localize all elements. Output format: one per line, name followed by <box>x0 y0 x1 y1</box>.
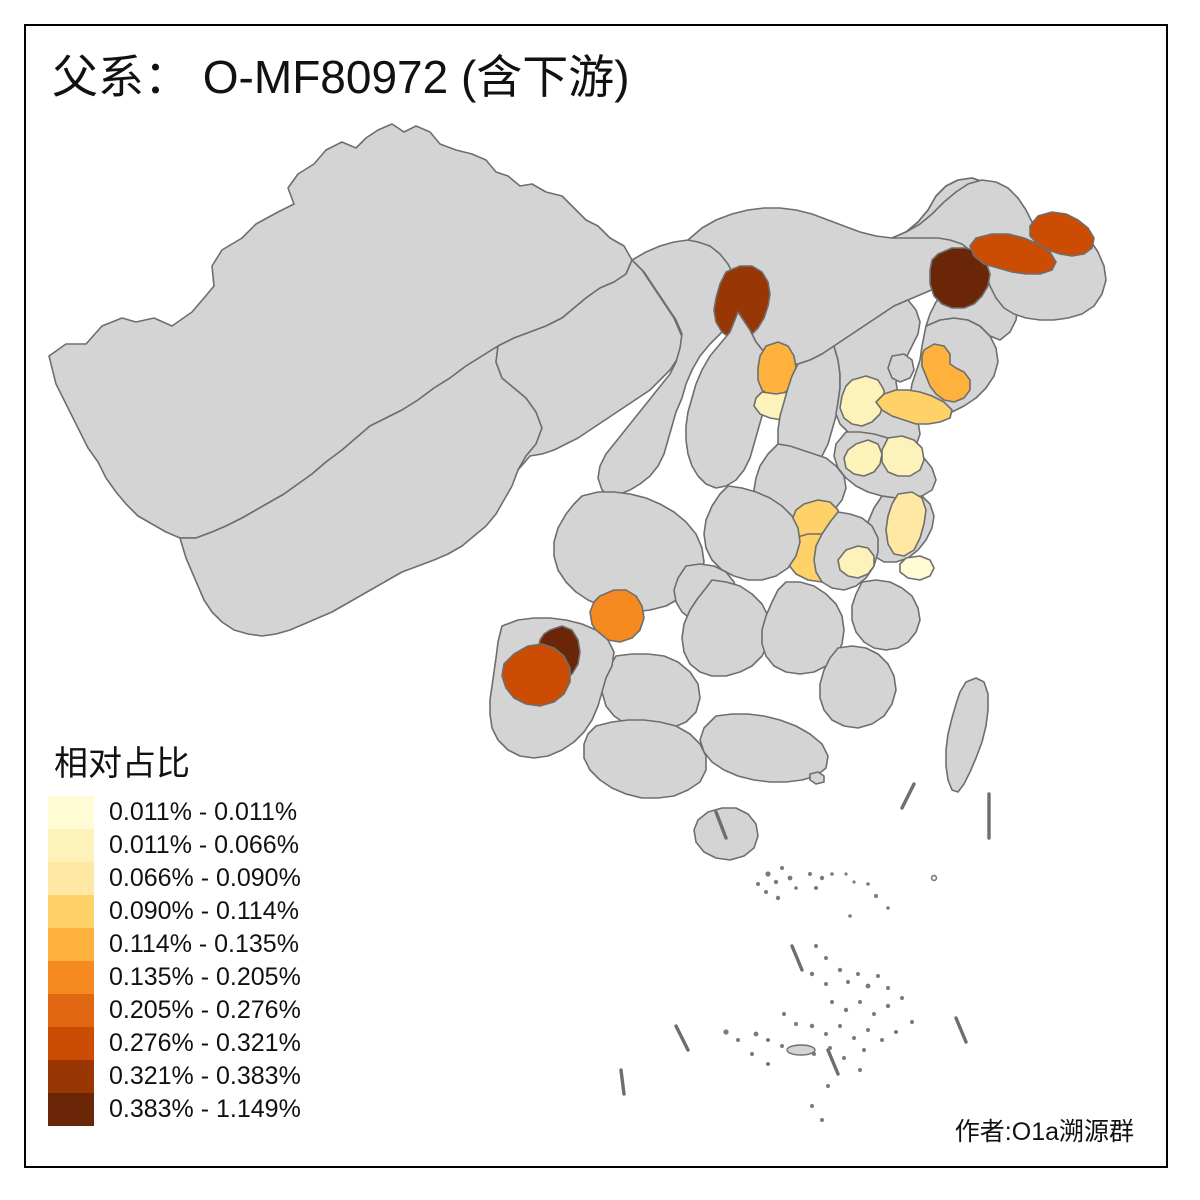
region-anhui-east[interactable] <box>837 545 875 579</box>
province-hongkong[interactable] <box>809 771 825 785</box>
region-liaoning-north[interactable] <box>921 343 971 403</box>
legend-label: 0.011% - 0.011% <box>109 798 298 826</box>
legend-row[interactable]: 0.276% - 0.321% <box>48 1027 378 1060</box>
south-china-sea-islets <box>723 866 938 1122</box>
legend-label: 0.066% - 0.090% <box>109 864 301 892</box>
province-hunan[interactable] <box>681 579 771 677</box>
region-sichuan-central[interactable] <box>589 589 645 643</box>
legend-swatch <box>48 796 94 829</box>
province-guizhou[interactable] <box>601 653 701 731</box>
region-jiangsu-north[interactable] <box>885 491 927 557</box>
province-guangdong[interactable] <box>699 713 829 783</box>
region-heilongjiang-east-a[interactable] <box>1029 211 1095 257</box>
legend-row[interactable]: 0.321% - 0.383% <box>48 1060 378 1093</box>
legend-swatch <box>48 994 94 1027</box>
province-fujian[interactable] <box>819 645 897 729</box>
legend-row[interactable]: 0.011% - 0.066% <box>48 829 378 862</box>
legend-label: 0.090% - 0.114% <box>109 897 299 925</box>
legend-swatch <box>48 895 94 928</box>
province-taiwan[interactable] <box>945 677 989 793</box>
legend-swatch <box>48 1060 94 1093</box>
region-yunnan-northwest-b[interactable] <box>501 643 571 707</box>
nine-dash-line <box>619 782 991 1096</box>
legend-label: 0.114% - 0.135% <box>109 930 299 958</box>
legend-row[interactable]: 0.135% - 0.205% <box>48 961 378 994</box>
legend-label: 0.276% - 0.321% <box>109 1029 301 1057</box>
region-hebei-north[interactable] <box>839 375 885 427</box>
legend-swatch <box>48 862 94 895</box>
province-zhejiang[interactable] <box>851 579 921 651</box>
legend-row[interactable]: 0.205% - 0.276% <box>48 994 378 1027</box>
province-sichuan[interactable] <box>553 491 705 613</box>
legend-label: 0.383% - 1.149% <box>109 1095 301 1123</box>
legend-row[interactable]: 0.114% - 0.135% <box>48 928 378 961</box>
legend-row[interactable]: 0.090% - 0.114% <box>48 895 378 928</box>
legend-swatch <box>48 1027 94 1060</box>
page-frame <box>24 24 1168 1168</box>
legend-row[interactable]: 0.066% - 0.090% <box>48 862 378 895</box>
author-credit: 作者:O1a溯源群 <box>954 1118 1134 1146</box>
legend-swatch <box>48 1093 94 1126</box>
legend-swatch <box>48 961 94 994</box>
legend-row[interactable]: 0.383% - 1.149% <box>48 1093 378 1126</box>
page-title: 父系： O-MF80972 (含下游) <box>52 51 630 103</box>
legend-title: 相对占比 <box>54 745 190 783</box>
legend-label: 0.321% - 0.383% <box>109 1062 301 1090</box>
legend-label: 0.135% - 0.205% <box>109 963 301 991</box>
legend-label: 0.011% - 0.066% <box>109 831 299 859</box>
legend-swatch <box>48 928 94 961</box>
legend-row[interactable]: 0.011% - 0.011% <box>48 796 378 829</box>
map-canvas <box>26 26 1166 1166</box>
legend-entries: 0.011% - 0.011% 0.011% - 0.066% 0.066% - 0… <box>48 796 378 1126</box>
province-beijing[interactable] <box>887 353 915 383</box>
legend-swatch <box>48 829 94 862</box>
region-ningxia[interactable] <box>713 265 771 341</box>
province-guangxi[interactable] <box>583 719 707 799</box>
china-map-svg[interactable] <box>26 26 1166 1166</box>
province-hubei[interactable] <box>703 485 801 581</box>
province-qinghai[interactable] <box>495 259 687 471</box>
legend-label: 0.205% - 0.276% <box>109 996 301 1024</box>
region-heilongjiang-east-b[interactable] <box>969 233 1057 275</box>
region-shandong-west-b[interactable] <box>881 435 925 477</box>
region-shanghai[interactable] <box>899 555 935 581</box>
legend: 相对占比 0.011% - 0.011% 0.011% - 0.066% 0.066… <box>48 742 378 1126</box>
region-shandong-west-a[interactable] <box>843 439 883 477</box>
region-liaoning-south[interactable] <box>875 389 953 425</box>
province-jiangxi[interactable] <box>761 581 845 675</box>
